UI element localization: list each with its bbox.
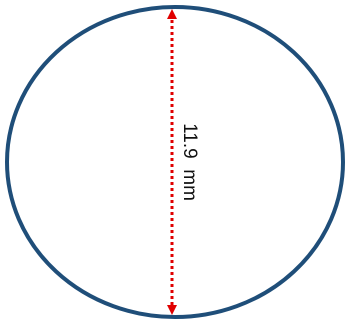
diameter-label: 11.9 mm (179, 123, 200, 201)
outer-circle (5, 5, 345, 319)
